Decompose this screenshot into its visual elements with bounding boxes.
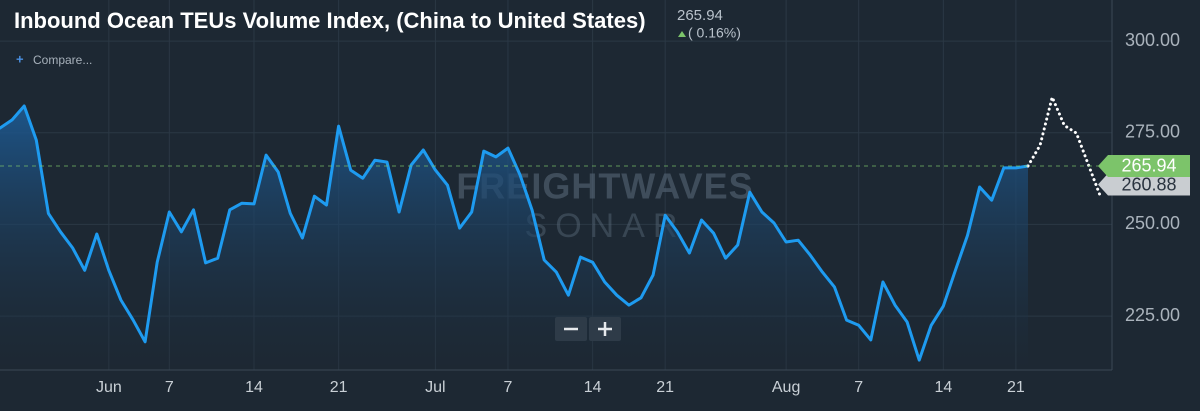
x-tick-label: 21 [330,379,348,396]
last-value-tag-label: 265.94 [1121,156,1176,176]
x-tick-label: 21 [1007,379,1025,396]
forecast-tag [1098,173,1190,196]
area-fill [0,106,1028,370]
y-tick-label: 300.00 [1125,30,1180,50]
x-tick-label: 7 [854,379,863,396]
last-value-tag [1098,154,1190,177]
x-tick-label: Jun [96,379,122,396]
x-tick-label: 7 [165,379,174,396]
watermark: FREIGHTWAVES SONAR [456,166,752,245]
x-tick-label: 21 [656,379,674,396]
x-tick-label: 14 [584,379,602,396]
up-arrow [678,31,686,37]
chart-title: Inbound Ocean TEUs Volume Index, (China … [14,8,646,33]
zoom-controls [555,317,621,341]
x-tick-label: 14 [245,379,263,396]
y-tick-label: 250.00 [1125,213,1180,233]
forecast-tag-label: 260.88 [1121,174,1176,194]
compare-icon[interactable]: + [16,51,24,66]
x-tick-label: 7 [503,379,512,396]
y-tick-label: 225.00 [1125,305,1180,325]
x-tick-label: Aug [772,379,800,396]
compare-link[interactable]: Compare... [33,53,92,67]
plot [0,95,1112,370]
forecast-line [1026,95,1103,199]
watermark-text: SONAR [525,207,686,245]
change-label: ( 0.16%) [688,25,741,41]
x-tick-label: 14 [934,379,952,396]
x-tick-label: Jul [425,379,445,396]
header-value: 265.94 [677,7,723,24]
data-line [0,104,1030,362]
y-tick-label: 275.00 [1125,121,1180,141]
